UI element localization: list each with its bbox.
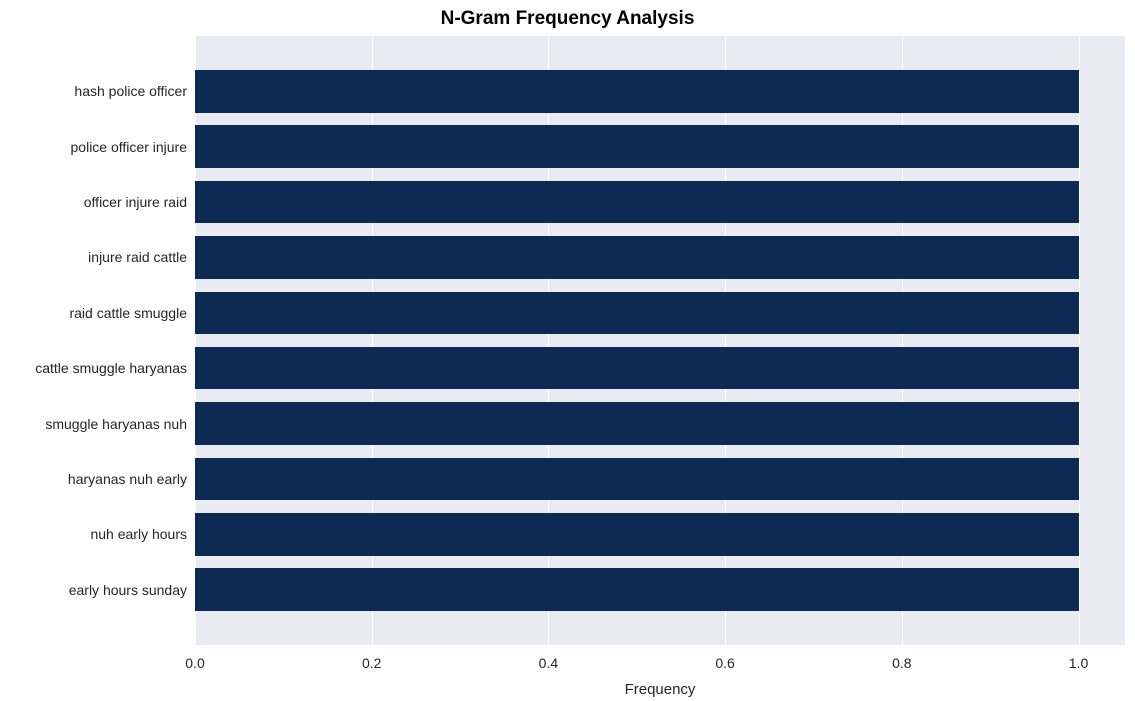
y-tick-label: cattle smuggle haryanas [35,360,195,376]
bar [195,125,1079,168]
bar [195,70,1079,113]
x-tick-label: 0.4 [539,655,558,671]
bar [195,347,1079,390]
bar [195,181,1079,224]
bar-row [195,125,1125,168]
bar-row [195,181,1125,224]
bar-row [195,70,1125,113]
y-tick-label: early hours sunday [69,582,195,598]
x-tick-label: 1.0 [1069,655,1088,671]
bar-row [195,236,1125,279]
y-tick-label: police officer injure [71,139,195,155]
y-tick-label: nuh early hours [90,526,195,542]
y-tick-label: raid cattle smuggle [69,305,195,321]
chart-title: N-Gram Frequency Analysis [0,8,1135,30]
bar [195,458,1079,501]
x-tick-label: 0.6 [715,655,734,671]
x-tick-label: 0.0 [185,655,204,671]
bar-row [195,402,1125,445]
plot-area: 0.00.20.40.60.81.0hash police officerpol… [195,36,1125,645]
y-tick-label: haryanas nuh early [68,471,195,487]
ngram-frequency-chart: N-Gram Frequency Analysis 0.00.20.40.60.… [0,0,1135,701]
bar-row [195,513,1125,556]
bar [195,236,1079,279]
y-tick-label: smuggle haryanas nuh [45,416,195,432]
bar-row [195,292,1125,335]
bar-row [195,458,1125,501]
y-tick-label: officer injure raid [84,194,195,210]
x-tick-label: 0.8 [892,655,911,671]
bar-row [195,347,1125,390]
y-tick-label: hash police officer [74,83,195,99]
bar [195,292,1079,335]
bar-row [195,568,1125,611]
y-tick-label: injure raid cattle [88,249,195,265]
x-axis-label: Frequency [195,681,1125,698]
bar [195,568,1079,611]
bar [195,513,1079,556]
bar [195,402,1079,445]
x-tick-label: 0.2 [362,655,381,671]
